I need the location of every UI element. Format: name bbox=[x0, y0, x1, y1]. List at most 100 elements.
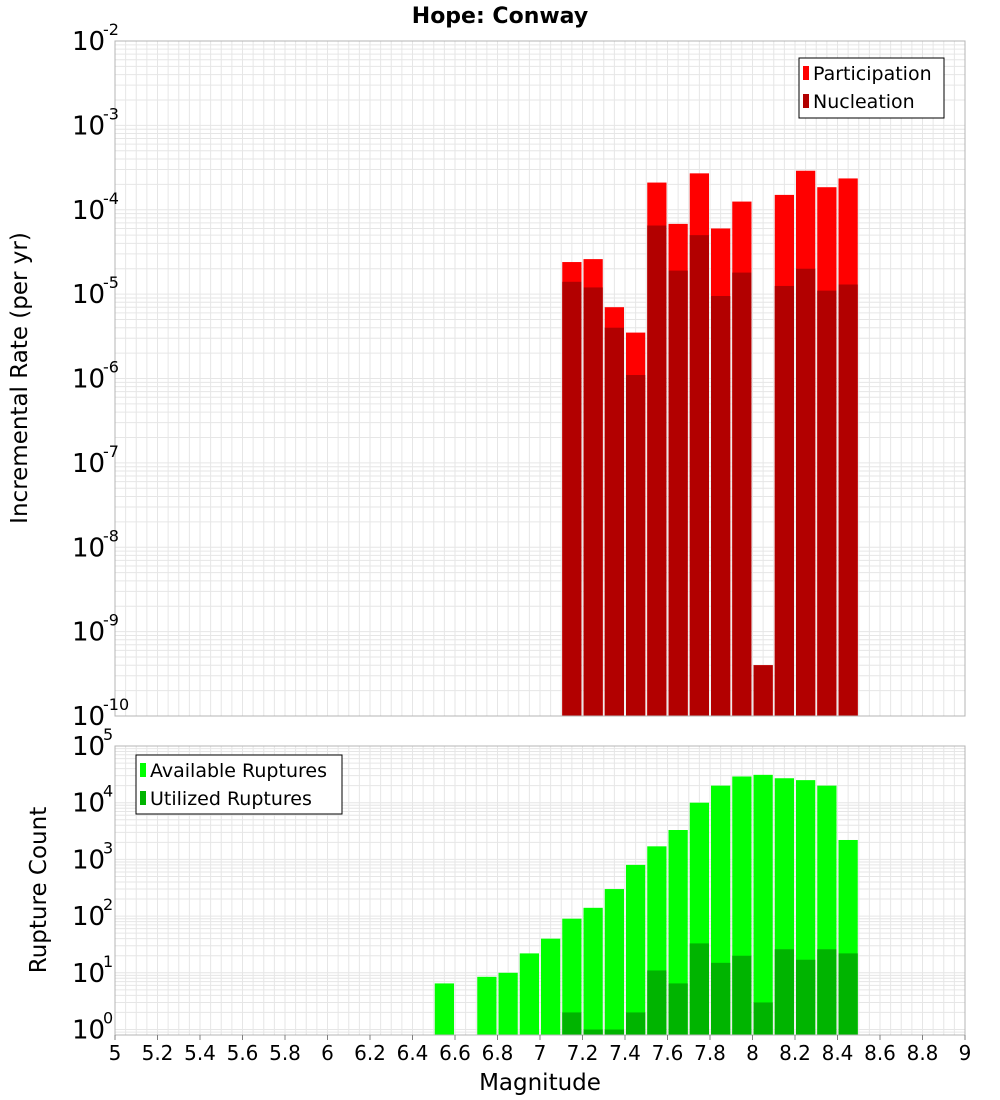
bar-utilized-ruptures bbox=[562, 1012, 582, 1035]
y-tick-base: 10 bbox=[72, 449, 105, 479]
x-tick-label: 8.6 bbox=[864, 1041, 896, 1065]
bar-available-ruptures bbox=[604, 889, 624, 1035]
y-tick-exponent: -8 bbox=[103, 526, 119, 545]
y-tick-label: 10-9 bbox=[72, 611, 119, 648]
legend-swatch-available bbox=[140, 763, 146, 777]
bar-utilized-ruptures bbox=[817, 949, 837, 1035]
bar-utilized-ruptures bbox=[774, 949, 794, 1035]
bar-utilized-ruptures bbox=[796, 959, 816, 1035]
bar-available-ruptures bbox=[753, 774, 773, 1035]
legend-swatch-utilized bbox=[140, 791, 146, 805]
y-tick-exponent: -2 bbox=[103, 20, 119, 39]
y-tick-exponent: -10 bbox=[103, 695, 129, 714]
x-tick-label: 5.2 bbox=[142, 1041, 174, 1065]
bar-nucleation bbox=[626, 375, 646, 716]
bar-available-ruptures bbox=[434, 983, 454, 1035]
x-tick-label: 5.4 bbox=[184, 1041, 216, 1065]
x-tick-label: 6.4 bbox=[397, 1041, 429, 1065]
x-tick-label: 7.4 bbox=[609, 1041, 641, 1065]
y-tick-label: 104 bbox=[72, 782, 113, 819]
y-tick-exponent: -4 bbox=[103, 189, 119, 208]
legend-label-utilized: Utilized Ruptures bbox=[150, 788, 312, 810]
bar-utilized-ruptures bbox=[711, 962, 731, 1035]
y-tick-label: 10-7 bbox=[72, 442, 119, 479]
y-tick-label: 10-3 bbox=[72, 104, 119, 141]
y-tick-base: 10 bbox=[72, 533, 105, 563]
x-tick-label: 6.2 bbox=[354, 1041, 386, 1065]
bar-nucleation bbox=[838, 284, 858, 716]
bar-nucleation bbox=[711, 296, 731, 716]
rate-y-axis-label: Incremental Rate (per yr) bbox=[7, 232, 33, 524]
y-tick-exponent: 4 bbox=[103, 782, 113, 801]
y-tick-base: 10 bbox=[72, 902, 105, 932]
rupture-legend-box bbox=[135, 754, 343, 815]
bar-nucleation bbox=[689, 235, 709, 716]
bar-available-ruptures bbox=[562, 918, 582, 1035]
bar-utilized-ruptures bbox=[583, 1029, 603, 1035]
bar-nucleation bbox=[817, 290, 837, 716]
y-tick-label: 100 bbox=[72, 1009, 113, 1046]
y-tick-base: 10 bbox=[72, 1016, 105, 1046]
rate-legend-box bbox=[798, 57, 945, 119]
y-tick-base: 10 bbox=[72, 111, 105, 141]
bar-nucleation bbox=[668, 270, 688, 716]
y-tick-label: 10-10 bbox=[72, 695, 129, 732]
y-tick-label: 102 bbox=[72, 895, 113, 932]
x-tick-label: 8.4 bbox=[822, 1041, 854, 1065]
y-tick-label: 10-2 bbox=[72, 20, 119, 57]
bar-utilized-ruptures bbox=[604, 1029, 624, 1035]
y-tick-exponent: -9 bbox=[103, 611, 119, 630]
y-tick-base: 10 bbox=[72, 959, 105, 989]
y-tick-base: 10 bbox=[72, 845, 105, 875]
bar-available-ruptures bbox=[498, 972, 518, 1035]
bar-available-ruptures bbox=[541, 938, 561, 1035]
legend-label-participation: Participation bbox=[813, 63, 932, 85]
y-tick-label: 10-6 bbox=[72, 358, 119, 395]
y-tick-exponent: 2 bbox=[103, 895, 113, 914]
y-tick-exponent: 3 bbox=[103, 838, 113, 857]
bar-nucleation bbox=[753, 665, 773, 716]
bar-available-ruptures bbox=[583, 907, 603, 1035]
magnitude-x-ticks: 5 5.2 5.4 5.6 5.8 6 6.2 6.4 6.6 6.8 7 7.2 7.4 7.6 7.8 8… bbox=[109, 1035, 972, 1065]
bar-available-ruptures bbox=[477, 976, 497, 1035]
rupture-legend: Available Ruptures Utilized Ruptures bbox=[135, 754, 343, 815]
bar-nucleation bbox=[604, 327, 624, 716]
x-tick-label: 7.6 bbox=[652, 1041, 684, 1065]
y-tick-label: 101 bbox=[72, 952, 113, 989]
x-tick-label: 6.6 bbox=[439, 1041, 471, 1065]
y-tick-exponent: 5 bbox=[103, 725, 113, 744]
bar-utilized-ruptures bbox=[668, 983, 688, 1035]
x-tick-label: 6 bbox=[321, 1041, 334, 1065]
bar-nucleation bbox=[732, 272, 752, 716]
bar-utilized-ruptures bbox=[626, 1012, 646, 1035]
y-tick-base: 10 bbox=[72, 618, 105, 648]
y-tick-label: 10-5 bbox=[72, 273, 119, 310]
rate-plot-frame bbox=[114, 40, 966, 717]
bar-available-ruptures bbox=[519, 953, 539, 1035]
x-tick-label: 6.8 bbox=[482, 1041, 514, 1065]
bar-nucleation bbox=[796, 268, 816, 716]
y-tick-label: 10-8 bbox=[72, 526, 119, 563]
y-tick-exponent: 0 bbox=[103, 1009, 113, 1028]
y-tick-exponent: 1 bbox=[103, 952, 113, 971]
y-tick-base: 10 bbox=[72, 280, 105, 310]
y-tick-label: 10-4 bbox=[72, 189, 119, 226]
x-tick-label: 8.2 bbox=[779, 1041, 811, 1065]
legend-swatch-participation bbox=[803, 66, 809, 80]
rate-plot-bars bbox=[562, 170, 858, 716]
x-tick-label: 7.2 bbox=[567, 1041, 599, 1065]
y-tick-base: 10 bbox=[72, 196, 105, 226]
y-tick-base: 10 bbox=[72, 27, 105, 57]
y-tick-label: 103 bbox=[72, 838, 113, 875]
y-tick-base: 10 bbox=[72, 702, 105, 732]
y-tick-label: 105 bbox=[72, 725, 113, 762]
bar-utilized-ruptures bbox=[753, 1002, 773, 1035]
x-tick-label: 9 bbox=[959, 1041, 972, 1065]
x-tick-label: 7.8 bbox=[694, 1041, 726, 1065]
y-tick-exponent: -3 bbox=[103, 104, 119, 123]
bar-nucleation bbox=[774, 285, 794, 716]
